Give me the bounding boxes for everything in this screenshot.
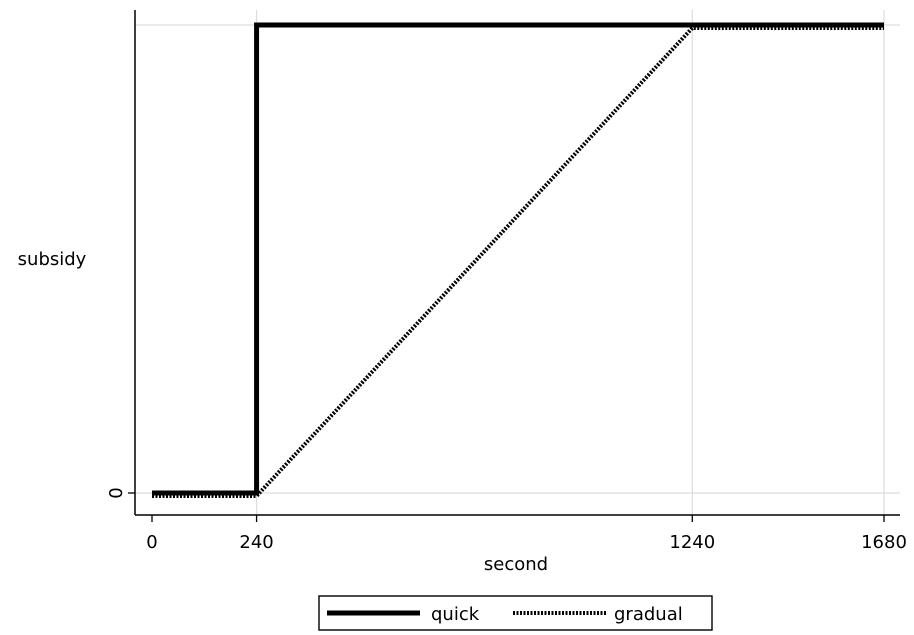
axes [134,10,900,516]
legend: quick gradual [318,595,713,631]
x-axis-label: second [484,554,548,575]
legend-label-gradual: gradual [614,604,683,625]
x-tick-label: 1680 [861,532,907,553]
series-layer [152,22,884,498]
tick-layer: 0 240 1240 1680 0 [106,487,907,553]
legend-label-quick: quick [431,604,480,625]
x-tick-label: 0 [146,532,157,553]
series-line-quick [152,22,884,496]
series-line-gradual [152,26,884,498]
grid-lines [135,10,900,515]
x-tick-label: 1240 [669,532,715,553]
x-tick-label: 240 [239,532,273,553]
y-tick-label: 0 [106,487,127,498]
y-axis-label: subsidy [18,249,87,270]
